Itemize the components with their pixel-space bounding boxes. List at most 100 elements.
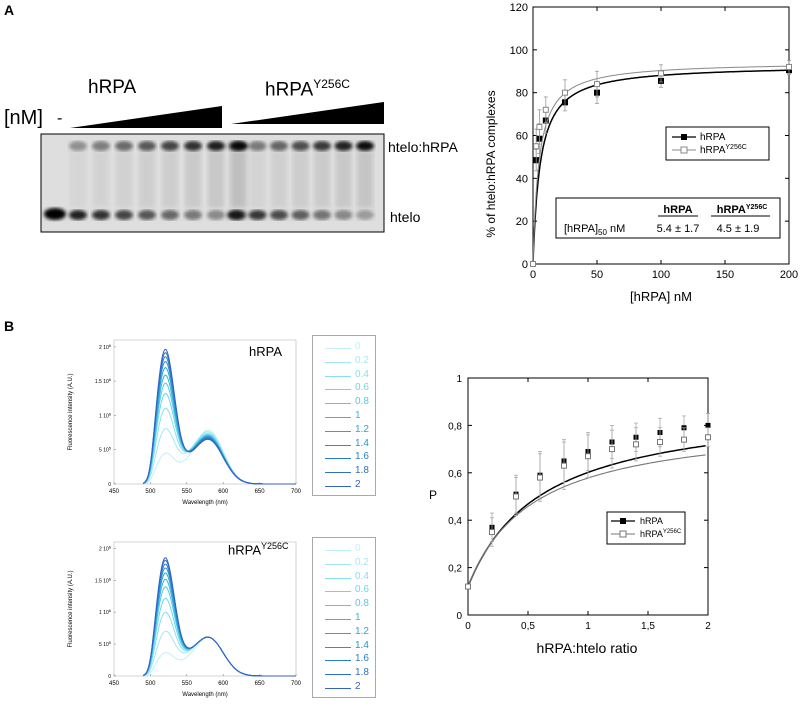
legend-item: 1 [321,409,379,426]
gel-band [270,141,288,151]
legend-label: 1 [355,612,361,623]
legend-label: 0.4 [355,570,369,582]
y-tick-label: 1 106 [99,411,112,419]
spectrum-line [142,557,296,677]
y-tick-label: 2 106 [99,343,112,351]
data-point [705,434,711,441]
legend-swatch [325,444,351,446]
gel-band [138,141,156,151]
spectrum-line [142,578,296,677]
legend-item: 1.2 [321,423,379,440]
plot-frame [113,339,297,485]
gel-smear [228,150,244,208]
spectrum-line [143,630,296,677]
x-tick-label: 600 [218,489,229,495]
plot-frame [113,541,297,677]
gel-band [184,141,202,151]
legend-item: 0.6 [321,381,379,398]
data-point [530,261,536,267]
kd-table: hRPA hRPAY256C [hRPA]50 nM 5.4 ± 1.7 4.5… [555,197,781,239]
data-point [786,63,792,70]
legend-item: 2 [321,680,379,697]
gel-band [115,141,133,151]
y-tick-label: 1 106 [99,608,112,616]
x-axis-label: Wavelength (nm) [182,500,227,506]
legend-item: 1.4 [321,437,379,454]
legend-swatch [325,646,351,648]
legend-label: 2 [355,681,361,692]
data-point [562,89,568,96]
x-tick-label: 700 [291,681,302,687]
y-axis-label: Fluorescence intensity (A.U.) [68,570,74,647]
y-tick-label: 80 [516,88,528,100]
gel-band [92,210,110,220]
legend-swatch [325,403,351,405]
gel-smear [314,150,330,208]
y-axis-label: Fluorescence intensity (A.U.) [68,373,74,450]
legend-swatch [325,605,351,607]
legend-item: 0.4 [321,368,379,385]
spectrum-line [142,597,296,677]
data-point [561,462,567,469]
legend-swatch [325,674,351,676]
x-tick-label: 200 [780,269,798,281]
gel-band [207,210,225,220]
panel-a-letter: A [4,2,15,18]
data-point [533,143,540,150]
legend-item: 0 [321,542,379,559]
legend-label: 1.2 [355,423,369,435]
legend-label: 0 [355,543,361,554]
gel-band [115,210,133,220]
spectrum-line [142,392,296,485]
legend-item: 1.4 [321,639,379,656]
spectrum-line [142,348,296,485]
gel-band [356,141,374,151]
legend-label: 0.4 [355,368,369,380]
data-point [594,81,600,88]
x-tick-label: 650 [255,489,266,495]
gel-band [356,210,374,220]
gel-band [227,141,245,151]
y-axis-label: % of htelo:hRPA complexes [484,90,498,237]
y-tick-label: 0 [108,482,111,488]
gel-band [184,210,202,220]
data-point [705,422,711,428]
legend-item: 0.6 [321,583,379,600]
gel-smear [335,150,352,208]
gel-label-hrpa-mutant: hRPAY256C [265,77,350,101]
x-tick-label: 550 [182,681,193,687]
gel-smear [249,150,266,208]
gel-band [161,141,179,151]
legend-item: 0.8 [321,395,379,412]
legend-item: 1.6 [321,652,379,669]
legend-swatch [325,417,351,418]
y-tick-label: 0 [108,674,111,680]
legend-label: 0.6 [355,584,369,596]
gel-smear [292,150,309,208]
y-tick-label: 100 [510,45,528,57]
legend-swatch [325,577,351,579]
complex-band-label: htelo:hRPA [388,139,458,155]
legend-label: 1.6 [355,451,369,463]
legend-swatch [325,688,351,689]
x-tick-label: 700 [291,489,302,495]
data-point [542,106,549,113]
y-tick-label: 0 [456,611,462,622]
legend-label-mutant: hRPAY256C [640,529,682,539]
legend-swatch [325,458,351,460]
data-point [609,446,615,453]
gel-band [270,210,288,220]
gel-smear [208,150,224,208]
legend-swatch [325,550,351,551]
gel-band [138,210,156,220]
spectrum-line [143,429,296,485]
data-point [536,123,543,130]
gel-smear [93,150,109,208]
legend-swatch [325,348,351,349]
table-col1-value: 5.4 ± 1.7 [657,223,700,235]
legend-swatch [325,563,351,565]
fluorescence-spectra-mutant: Fluorescence intensity (A.U.) Wavelength … [68,541,302,698]
x-axis-label: Wavelength (nm) [182,692,227,698]
y-tick-label: 0 [522,259,528,271]
legend-item: 2 [321,478,379,495]
